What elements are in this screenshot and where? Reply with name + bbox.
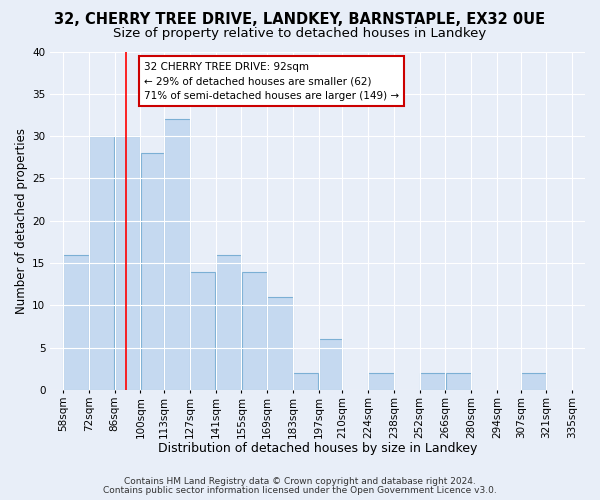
Bar [521,373,546,390]
Y-axis label: Number of detached properties: Number of detached properties [15,128,28,314]
Bar [420,373,445,390]
Bar [268,297,293,390]
Text: 32, CHERRY TREE DRIVE, LANDKEY, BARNSTAPLE, EX32 0UE: 32, CHERRY TREE DRIVE, LANDKEY, BARNSTAP… [55,12,545,28]
Bar [446,373,471,390]
Bar [115,136,140,390]
X-axis label: Distribution of detached houses by size in Landkey: Distribution of detached houses by size … [158,442,478,455]
Bar [368,373,394,390]
Text: Contains HM Land Registry data © Crown copyright and database right 2024.: Contains HM Land Registry data © Crown c… [124,477,476,486]
Bar [64,254,89,390]
Bar [140,153,164,390]
Bar [89,136,115,390]
Bar [242,272,267,390]
Bar [216,254,241,390]
Text: 32 CHERRY TREE DRIVE: 92sqm
← 29% of detached houses are smaller (62)
71% of sem: 32 CHERRY TREE DRIVE: 92sqm ← 29% of det… [144,62,399,102]
Text: Contains public sector information licensed under the Open Government Licence v3: Contains public sector information licen… [103,486,497,495]
Bar [319,340,342,390]
Bar [293,373,318,390]
Bar [164,119,190,390]
Bar [190,272,215,390]
Text: Size of property relative to detached houses in Landkey: Size of property relative to detached ho… [113,28,487,40]
